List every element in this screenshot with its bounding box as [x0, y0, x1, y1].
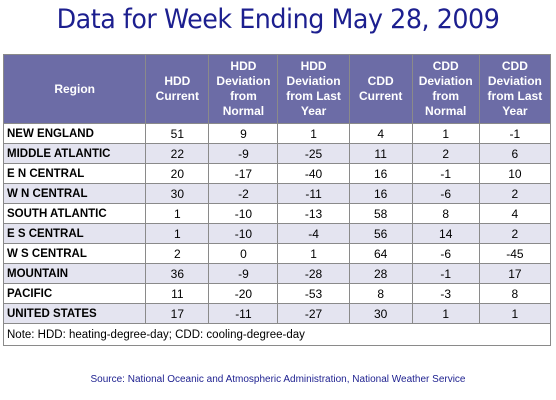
value-cell: -20 [208, 283, 279, 304]
value-cell: 1 [277, 123, 350, 144]
value-cell: 4 [478, 203, 552, 224]
value-cell: 8 [478, 283, 552, 304]
value-cell: 1 [411, 303, 480, 324]
region-cell: NEW ENGLAND [2, 123, 147, 144]
value-cell: 1 [411, 123, 480, 144]
value-cell: -4 [277, 223, 350, 244]
table-row: PACIFIC 11 -20 -53 8 -3 8 [2, 283, 552, 304]
column-header: HDD Deviation from Last Year [277, 54, 350, 124]
value-cell: -25 [277, 143, 350, 164]
value-cell: -13 [277, 203, 350, 224]
table-row: W S CENTRAL 2 0 1 64 -6 -45 [2, 243, 552, 264]
value-cell: 17 [145, 303, 210, 324]
value-cell: -45 [478, 243, 552, 264]
value-cell: -2 [208, 183, 279, 204]
column-header: CDD Deviation from Normal [411, 54, 480, 124]
value-cell: 51 [145, 123, 210, 144]
table-row: E N CENTRAL 20 -17 -40 16 -1 10 [2, 163, 552, 184]
value-cell: 1 [145, 203, 210, 224]
column-header: CDD Deviation from Last Year [478, 54, 552, 124]
value-cell: 11 [145, 283, 210, 304]
value-cell: -28 [277, 263, 350, 284]
value-cell: 1 [145, 223, 210, 244]
value-cell: -6 [411, 183, 480, 204]
region-cell: W S CENTRAL [2, 243, 147, 264]
value-cell: 11 [348, 143, 413, 164]
value-cell: 28 [348, 263, 413, 284]
region-cell: PACIFIC [2, 283, 147, 304]
value-cell: 2 [478, 223, 552, 244]
value-cell: 64 [348, 243, 413, 264]
source-caption: Source: National Oceanic and Atmospheric… [90, 374, 466, 385]
note-row: Note: HDD: heating-degree-day; CDD: cool… [3, 323, 551, 346]
value-cell: 16 [348, 163, 413, 184]
value-cell: -6 [411, 243, 480, 264]
value-cell: -10 [208, 223, 279, 244]
value-cell: 8 [411, 203, 480, 224]
value-cell: -3 [411, 283, 480, 304]
value-cell: -11 [277, 183, 350, 204]
value-cell: -10 [208, 203, 279, 224]
value-cell: 22 [145, 143, 210, 164]
value-cell: 36 [145, 263, 210, 284]
region-cell: E S CENTRAL [2, 223, 147, 244]
value-cell: 56 [348, 223, 413, 244]
table-row: SOUTH ATLANTIC 1 -10 -13 58 8 4 [2, 203, 552, 224]
value-cell: 0 [208, 243, 279, 264]
value-cell: -17 [208, 163, 279, 184]
table-row: W N CENTRAL 30 -2 -11 16 -6 2 [2, 183, 552, 204]
region-cell: W N CENTRAL [2, 183, 147, 204]
value-cell: 14 [411, 223, 480, 244]
data-table: Region HDD Current HDD Deviation from Norm… [2, 54, 552, 346]
value-cell: -27 [277, 303, 350, 324]
region-cell: UNITED STATES [2, 303, 147, 324]
value-cell: 1 [277, 243, 350, 264]
value-cell: 2 [145, 243, 210, 264]
value-cell: -53 [277, 283, 350, 304]
value-cell: 6 [478, 143, 552, 164]
value-cell: 1 [478, 303, 552, 324]
value-cell: -9 [208, 143, 279, 164]
value-cell: -11 [208, 303, 279, 324]
table-note: Note: HDD: heating-degree-day; CDD: cool… [3, 323, 551, 346]
table-header-row: Region HDD Current HDD Deviation from Norm… [2, 54, 552, 124]
region-cell: MIDDLE ATLANTIC [2, 143, 147, 164]
value-cell: 30 [145, 183, 210, 204]
region-cell: E N CENTRAL [2, 163, 147, 184]
value-cell: -1 [411, 163, 480, 184]
table-row: NEW ENGLAND 51 9 1 4 1 -1 [2, 123, 552, 144]
value-cell: 2 [411, 143, 480, 164]
column-header: HDD Deviation from Normal [208, 54, 279, 124]
region-cell: SOUTH ATLANTIC [2, 203, 147, 224]
page-title: Data for Week Ending May 28, 2009 [56, 4, 500, 35]
value-cell: 17 [478, 263, 552, 284]
table-row: UNITED STATES 17 -11 -27 30 1 1 [2, 303, 552, 324]
value-cell: -40 [277, 163, 350, 184]
value-cell: 58 [348, 203, 413, 224]
value-cell: 2 [478, 183, 552, 204]
value-cell: 8 [348, 283, 413, 304]
region-cell: MOUNTAIN [2, 263, 147, 284]
column-header: Region [2, 54, 147, 124]
value-cell: 9 [208, 123, 279, 144]
value-cell: -1 [411, 263, 480, 284]
column-header: CDD Current [348, 54, 413, 124]
value-cell: 4 [348, 123, 413, 144]
table-row: MIDDLE ATLANTIC 22 -9 -25 11 2 6 [2, 143, 552, 164]
value-cell: 20 [145, 163, 210, 184]
table-row: MOUNTAIN 36 -9 -28 28 -1 17 [2, 263, 552, 284]
value-cell: -1 [478, 123, 552, 144]
column-header: HDD Current [145, 54, 210, 124]
table-body: NEW ENGLAND 51 9 1 4 1 -1 MIDDLE ATLANTIC 22 -9 -2… [2, 123, 552, 324]
value-cell: 30 [348, 303, 413, 324]
value-cell: 16 [348, 183, 413, 204]
table-row: E S CENTRAL 1 -10 -4 56 14 2 [2, 223, 552, 244]
value-cell: -9 [208, 263, 279, 284]
value-cell: 10 [478, 163, 552, 184]
